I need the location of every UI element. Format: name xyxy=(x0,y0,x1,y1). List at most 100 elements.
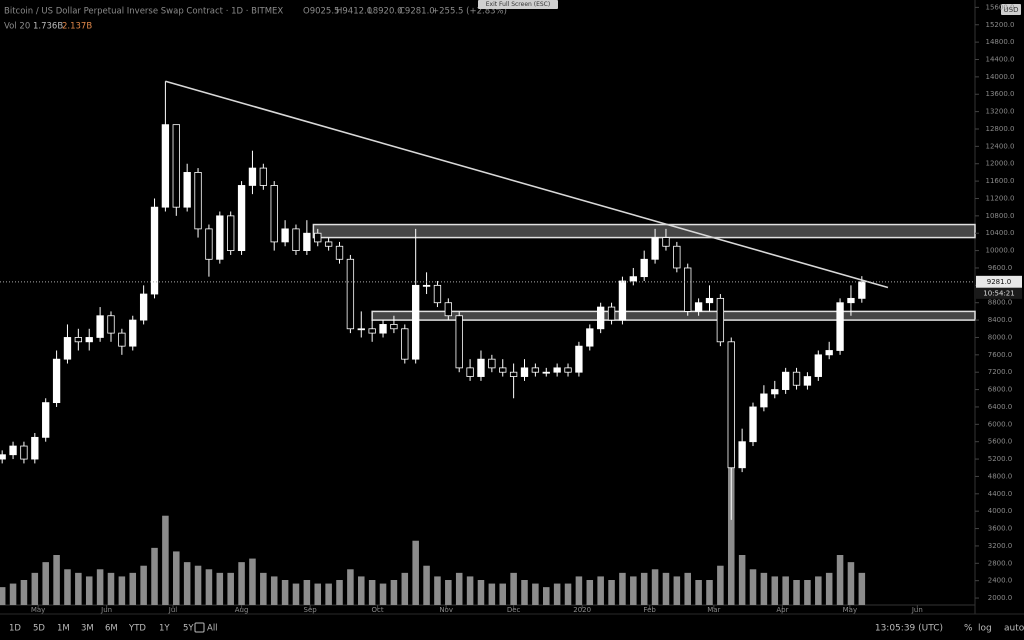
volume-bar xyxy=(75,572,82,605)
volume-value: 1.736B xyxy=(33,22,63,32)
volume-bar xyxy=(684,572,691,605)
y-tick-label: 2000.0 xyxy=(988,594,1013,602)
scale-option[interactable]: auto xyxy=(1004,624,1024,634)
x-tick-label: May xyxy=(31,606,45,614)
range-button[interactable]: 3M xyxy=(81,624,94,634)
candle-body xyxy=(509,371,518,377)
x-tick-label: Jul xyxy=(168,606,178,614)
calendar-icon[interactable] xyxy=(194,622,205,633)
range-button[interactable]: YTD xyxy=(128,624,146,634)
candle-body xyxy=(107,315,115,334)
candle-body xyxy=(684,267,692,312)
volume-bar xyxy=(0,587,6,605)
volume-bar xyxy=(423,565,430,605)
x-tick-label: Sep xyxy=(304,606,318,614)
zone xyxy=(371,310,976,321)
volume-bar xyxy=(162,515,169,605)
candle-body xyxy=(705,297,714,304)
range-button[interactable]: 1M xyxy=(57,624,70,634)
x-tick-label: May xyxy=(843,606,857,614)
volume-bar xyxy=(630,576,637,605)
candle-body xyxy=(0,454,6,460)
scale-option[interactable]: % xyxy=(964,624,973,634)
trend-line xyxy=(165,80,889,289)
ohlc-close: C9281.0 xyxy=(399,7,435,17)
candle-body xyxy=(346,258,355,330)
candle-body xyxy=(771,389,779,395)
volume-bar xyxy=(9,583,17,605)
y-tick-label: 7200.0 xyxy=(988,368,1013,376)
candle-body xyxy=(150,206,159,295)
scale-option[interactable]: log xyxy=(978,624,992,634)
candle-body xyxy=(183,172,191,208)
candle-body xyxy=(597,306,605,330)
volume-bar xyxy=(673,576,681,605)
range-button[interactable]: 5Y xyxy=(183,624,194,634)
y-tick-label: 8000.0 xyxy=(988,333,1013,341)
range-button[interactable]: 5D xyxy=(33,624,45,634)
candle-body xyxy=(237,185,246,251)
y-tick-label: 6000.0 xyxy=(988,420,1013,428)
volume-bar xyxy=(31,572,39,605)
volume-bar xyxy=(401,572,409,605)
range-button[interactable]: 1Y xyxy=(159,624,170,634)
clock: 13:05:39 (UTC) xyxy=(875,624,943,634)
volume-bar xyxy=(445,580,452,605)
toolbar: 1D 5D 1M 3M 6M YTD 1Y 5Y All% log auto xyxy=(9,622,1024,634)
volume-bar xyxy=(270,576,278,605)
currency-label: USD xyxy=(1004,6,1019,14)
volume-bar xyxy=(662,572,670,605)
volume-bar xyxy=(706,580,713,605)
volume-bar xyxy=(336,580,343,605)
candle-body xyxy=(825,350,833,356)
candle-body xyxy=(662,237,670,247)
y-tick-label: 11600.0 xyxy=(986,177,1015,185)
y-tick-label: 4800.0 xyxy=(988,472,1013,480)
y-tick-label: 2800.0 xyxy=(988,559,1013,567)
y-tick-label: 3600.0 xyxy=(988,525,1013,533)
y-tick-label: 10800.0 xyxy=(986,212,1015,220)
candle-body xyxy=(422,284,431,287)
candle-body xyxy=(607,306,616,321)
volume-bar xyxy=(64,569,71,605)
volume-bar xyxy=(20,580,28,605)
range-button[interactable]: All xyxy=(207,624,218,634)
volume-bar xyxy=(825,572,833,605)
x-tick-label: Mar xyxy=(707,606,720,614)
candle-body xyxy=(738,441,746,469)
candle-body xyxy=(324,241,333,247)
x-tick-label: Oct xyxy=(372,606,384,614)
candle-body xyxy=(292,228,300,251)
candle-body xyxy=(499,367,507,373)
candle-body xyxy=(379,324,387,334)
candle-body xyxy=(760,393,768,408)
volume-bar xyxy=(499,583,506,605)
volume-bar xyxy=(303,580,311,605)
volume-bar xyxy=(717,565,724,605)
y-tick-label: 2400.0 xyxy=(988,577,1013,585)
ohlc-change: +255.5 (+2.83%) xyxy=(432,7,507,17)
candle-body xyxy=(553,367,561,373)
volume-bar xyxy=(608,580,615,605)
range-button[interactable]: 6M xyxy=(105,624,118,634)
candle-body xyxy=(42,402,50,438)
candle-body xyxy=(477,358,485,377)
exit-fullscreen-text: Exit Full Screen (ESC) xyxy=(486,1,550,8)
y-tick-label: 6400.0 xyxy=(988,403,1013,411)
volume-bar xyxy=(281,580,289,605)
candle-body xyxy=(781,371,790,390)
volume-bar xyxy=(695,580,702,605)
y-tick-label: 11200.0 xyxy=(986,194,1015,202)
volume-bar xyxy=(532,583,539,605)
range-button[interactable]: 1D xyxy=(9,624,21,634)
volume-bar xyxy=(151,547,158,605)
y-tick-label: 14000.0 xyxy=(986,73,1015,81)
candle-body xyxy=(303,232,311,251)
candle-body xyxy=(368,328,376,334)
candle-body xyxy=(651,237,659,260)
countdown-badge xyxy=(976,287,1022,299)
volume-bar xyxy=(238,562,245,605)
exit-fullscreen-button[interactable] xyxy=(478,0,558,9)
volume-bar xyxy=(368,580,376,605)
